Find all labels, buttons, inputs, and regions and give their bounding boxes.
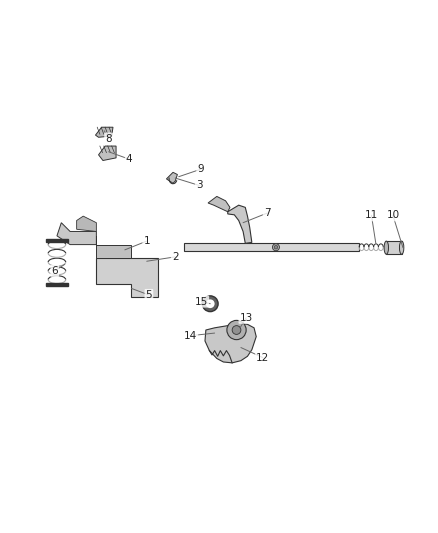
Polygon shape [228, 205, 252, 243]
Text: 7: 7 [264, 208, 271, 218]
Text: 10: 10 [386, 210, 399, 220]
Polygon shape [57, 223, 96, 245]
Text: 5: 5 [145, 290, 152, 300]
Polygon shape [96, 236, 131, 258]
Text: 14: 14 [184, 330, 197, 341]
Bar [386, 241, 402, 254]
Polygon shape [95, 127, 113, 138]
Polygon shape [205, 324, 256, 363]
Circle shape [206, 300, 215, 308]
Bar [46, 282, 68, 286]
Circle shape [232, 326, 241, 334]
Circle shape [202, 296, 218, 312]
Text: 6: 6 [51, 266, 58, 276]
Text: 13: 13 [240, 313, 253, 323]
Bar [184, 243, 359, 251]
Text: 1: 1 [143, 236, 150, 246]
Polygon shape [99, 146, 116, 160]
Polygon shape [166, 172, 177, 183]
Text: 2: 2 [172, 252, 179, 262]
Text: 4: 4 [126, 154, 133, 164]
Bar [46, 239, 68, 243]
Text: 8: 8 [105, 134, 112, 143]
Text: 12: 12 [256, 353, 269, 362]
Ellipse shape [399, 241, 404, 254]
Circle shape [274, 246, 278, 249]
Text: 9: 9 [197, 164, 204, 174]
Polygon shape [77, 216, 96, 231]
Circle shape [227, 320, 246, 340]
Polygon shape [208, 197, 230, 212]
Polygon shape [96, 258, 158, 297]
Ellipse shape [384, 241, 389, 254]
Text: 3: 3 [196, 181, 203, 190]
Text: 15: 15 [195, 296, 208, 306]
Circle shape [272, 244, 279, 251]
Text: 11: 11 [365, 210, 378, 220]
